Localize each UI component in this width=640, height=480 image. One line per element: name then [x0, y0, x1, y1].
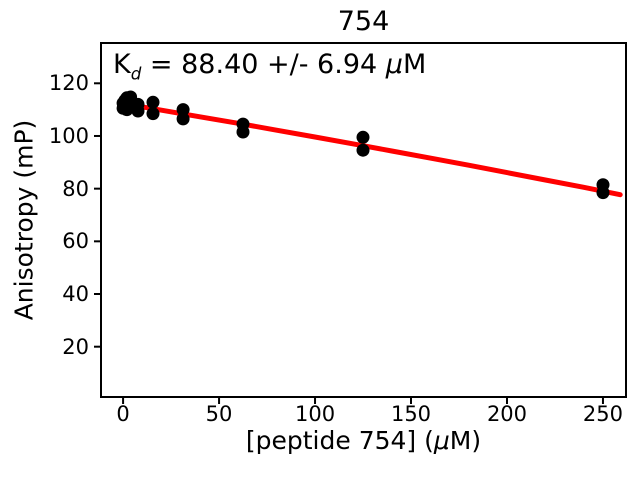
y-tick-label: 40: [62, 282, 89, 306]
y-tick-label: 100: [48, 123, 89, 148]
chart-title: 754: [337, 6, 390, 37]
x-tick-label: 150: [390, 402, 432, 426]
x-axis-label: [peptide 754] (μM): [101, 427, 626, 455]
x-tick-label: 0: [116, 402, 130, 426]
data-point: [176, 112, 190, 126]
data-point: [131, 97, 145, 111]
x-axis-label-unit: M): [449, 426, 482, 455]
x-tick-label: 50: [205, 402, 233, 426]
y-tick-label: 120: [48, 71, 89, 96]
x-tick-label: 100: [294, 402, 336, 426]
data-point: [146, 107, 160, 121]
fit-line: [120, 101, 623, 198]
data-point: [356, 143, 370, 157]
y-tick-label: 80: [62, 176, 89, 201]
x-axis-label-text: [peptide 754] (: [245, 426, 434, 455]
kd-value-text: = 88.40 +/- 6.94: [141, 49, 386, 80]
x-tick-label: 250: [582, 402, 623, 426]
y-tick-label: 20: [62, 334, 89, 359]
data-point: [146, 95, 160, 109]
kd-annotation: Kd = 88.40 +/- 6.94 μM: [113, 49, 427, 84]
data-point: [596, 178, 610, 192]
x-tick-label: 200: [486, 402, 528, 426]
kd-subscript: d: [130, 63, 142, 84]
axes-frame: [100, 42, 627, 398]
mu-symbol: μ: [385, 49, 403, 80]
y-tick-label: 60: [62, 229, 89, 254]
data-point: [236, 117, 250, 131]
kd-symbol: K: [113, 49, 131, 80]
kd-unit: M: [402, 49, 427, 80]
mu-symbol: μ: [433, 426, 450, 455]
data-point: [176, 103, 190, 117]
data-point: [356, 130, 370, 144]
